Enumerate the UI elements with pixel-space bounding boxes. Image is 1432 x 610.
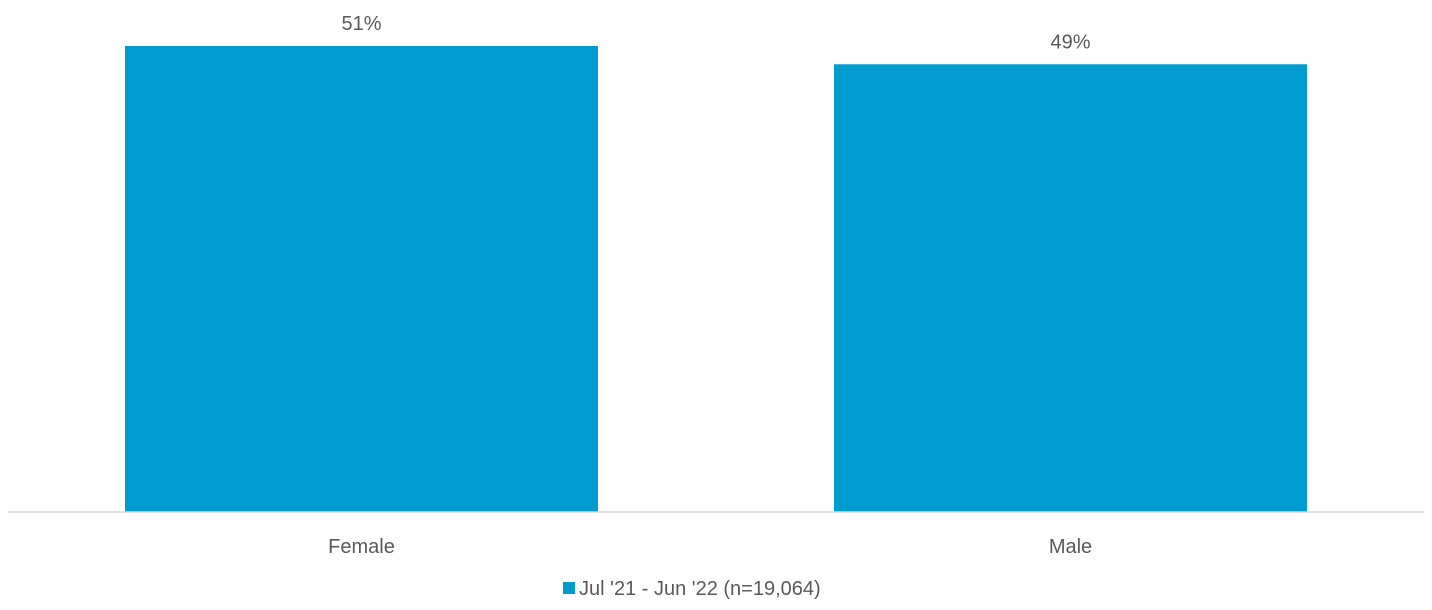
legend-swatch: [563, 582, 575, 594]
value-labels-group: 51% 49%: [341, 13, 1090, 53]
category-label-female: Female: [328, 536, 395, 558]
bars-group: [125, 46, 1307, 513]
value-label-male: 49%: [1050, 31, 1090, 53]
legend: Jul '21 - Jun '22 (n=19,064): [563, 578, 821, 600]
category-labels-group: Female Male: [328, 536, 1092, 558]
category-label-male: Male: [1049, 536, 1092, 558]
bar-female: [125, 46, 598, 512]
value-label-female: 51%: [341, 13, 381, 35]
legend-label: Jul '21 - Jun '22 (n=19,064): [579, 578, 821, 600]
bar-male: [834, 64, 1307, 513]
